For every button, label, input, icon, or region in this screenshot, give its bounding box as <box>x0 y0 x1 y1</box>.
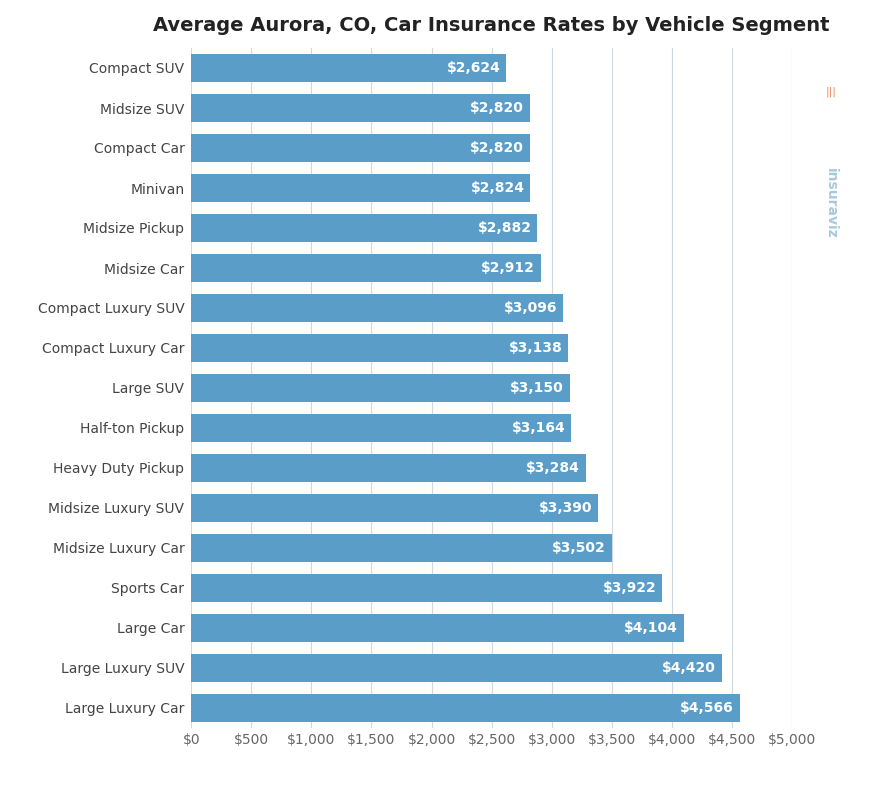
Text: $2,882: $2,882 <box>477 221 531 235</box>
Bar <box>191 174 530 202</box>
Bar <box>191 254 541 282</box>
Title: Average Aurora, CO, Car Insurance Rates by Vehicle Segment: Average Aurora, CO, Car Insurance Rates … <box>153 16 829 35</box>
Bar <box>191 414 571 442</box>
Text: $2,820: $2,820 <box>469 141 523 155</box>
Bar <box>191 214 537 242</box>
Bar <box>191 694 739 722</box>
Text: $4,420: $4,420 <box>661 661 715 675</box>
Text: $3,138: $3,138 <box>507 341 561 355</box>
Bar <box>191 294 562 322</box>
Bar <box>191 574 661 602</box>
Bar <box>191 654 721 682</box>
Bar <box>191 494 598 522</box>
Bar <box>191 454 585 482</box>
Bar <box>191 54 506 82</box>
Bar <box>191 374 569 402</box>
Bar <box>191 614 683 642</box>
Text: $2,824: $2,824 <box>470 181 524 195</box>
Text: $3,502: $3,502 <box>552 541 605 555</box>
Text: insuraviz: insuraviz <box>823 168 837 238</box>
Text: $2,912: $2,912 <box>481 261 534 275</box>
Text: $2,820: $2,820 <box>469 101 523 115</box>
Text: $3,096: $3,096 <box>503 301 556 315</box>
Text: $3,284: $3,284 <box>525 461 579 475</box>
Bar <box>191 534 611 562</box>
Text: $4,566: $4,566 <box>679 701 733 715</box>
Text: $3,390: $3,390 <box>538 501 592 515</box>
Text: $4,104: $4,104 <box>624 621 677 635</box>
Text: $2,624: $2,624 <box>446 61 500 75</box>
Bar <box>191 94 529 122</box>
Bar <box>191 334 567 362</box>
Text: $3,150: $3,150 <box>509 381 563 395</box>
Text: $3,164: $3,164 <box>511 421 565 435</box>
Text: |||: ||| <box>825 86 835 98</box>
Bar <box>191 134 529 162</box>
Text: $3,922: $3,922 <box>602 581 655 595</box>
